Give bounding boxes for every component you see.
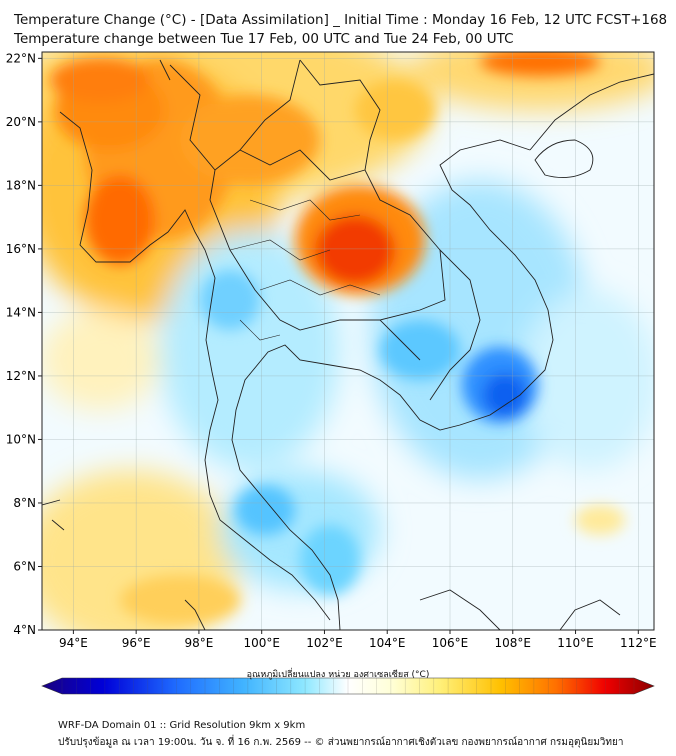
footer-line-1: WRF-DA Domain 01 :: Grid Resolution 9km … <box>58 720 306 731</box>
title-line-2: Temperature change between Tue 17 Feb, 0… <box>14 31 514 47</box>
coastlines-and-borders <box>42 59 654 630</box>
lon-tick-label: 98°E <box>184 636 213 650</box>
temperature-change-map: 94°E 96°E 98°E 100°E 102°E 104°E 106°E 108°E 110… <box>6 51 657 700</box>
lat-tick-label: 16°N <box>6 242 36 256</box>
colorbar-tick-label: 2 <box>489 699 493 700</box>
lat-tick-label: 6°N <box>13 559 36 573</box>
lon-tick-label: 94°E <box>59 636 88 650</box>
lon-tick-label: 96°E <box>122 636 151 650</box>
lat-tick-label: 14°N <box>6 305 36 319</box>
lon-tick-label: 102°E <box>306 636 343 650</box>
colorbar-tick-label: 1 <box>417 699 421 700</box>
lat-tick-label: 12°N <box>6 369 36 383</box>
colorbar-tick-label: -1 <box>273 699 280 700</box>
longitude-ticks: 94°E 96°E 98°E 100°E 102°E 104°E 106°E 108°E 110… <box>59 630 657 650</box>
lon-tick-label: 110°E <box>557 636 594 650</box>
latitude-ticks: 4°N 6°N 8°N 10°N 12°N 14°N 16°N 18°N 20°N 22°N <box>6 51 42 637</box>
lat-tick-label: 22°N <box>6 51 36 65</box>
colorbar-tick-label: -4 <box>59 699 67 700</box>
colorbar-tick-label: 4 <box>632 699 637 700</box>
colorbar-label: อุณหภูมิเปลี่ยนแปลง หน่วย องศาเซลเซียส (… <box>246 670 430 680</box>
lon-tick-label: 112°E <box>620 636 657 650</box>
map-frame <box>41 51 655 631</box>
colorbar-tick-label: 0 <box>346 699 350 700</box>
lon-tick-label: 100°E <box>243 636 280 650</box>
colorbar: -4 -3 -2 -1 0 1 2 3 4 <box>41 677 655 700</box>
lat-tick-label: 18°N <box>6 178 36 192</box>
title-line-1: Temperature Change (°C) - [Data Assimila… <box>14 12 668 28</box>
colorbar-tick-label: -3 <box>130 699 137 700</box>
lat-tick-label: 4°N <box>13 623 36 637</box>
map-gridlines <box>42 52 654 630</box>
lon-tick-label: 108°E <box>495 636 532 650</box>
colorbar-tick-label: -2 <box>202 699 209 700</box>
footer-line-2: ปรับปรุงข้อมูล ณ เวลา 19:00น. วัน จ. ที่… <box>58 737 624 748</box>
colorbar-tick-label: 3 <box>560 699 564 700</box>
lat-tick-label: 20°N <box>6 115 36 129</box>
lat-tick-label: 10°N <box>6 432 36 446</box>
lon-tick-label: 104°E <box>369 636 406 650</box>
temperature-field <box>42 52 654 630</box>
lat-tick-label: 8°N <box>13 496 36 510</box>
lon-tick-label: 106°E <box>432 636 469 650</box>
